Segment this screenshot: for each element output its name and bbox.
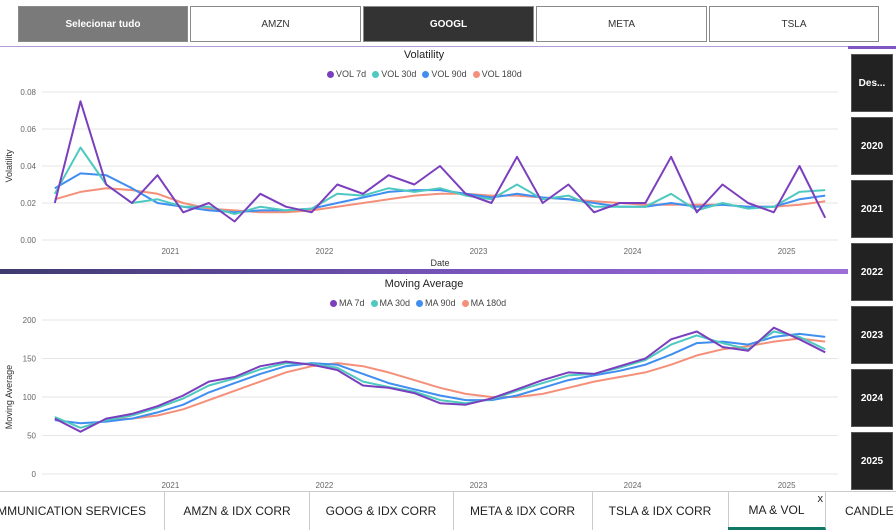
year-slicer: Des... 2020 2021 2022 2023 2024 2025 xyxy=(848,46,896,492)
legend-vol-7d-label: VOL 7d xyxy=(336,69,367,79)
legend-vol-90d-label: VOL 90d xyxy=(431,69,467,79)
legend-ma-7d-label: MA 7d xyxy=(339,298,365,308)
moving-average-xtick-label: 2024 xyxy=(624,481,642,490)
legend-vol-30d: VOL 30d xyxy=(372,69,416,79)
tab-amzn-idx-corr[interactable]: AMZN & IDX CORR xyxy=(165,492,310,530)
volatility-ytick-label: 0.02 xyxy=(20,199,36,208)
legend-ma-180d: MA 180d xyxy=(461,298,507,308)
volatility-xtick-label: 2024 xyxy=(624,247,642,256)
legend-ma-30d-label: MA 30d xyxy=(379,298,411,308)
tab-ma-vol-label: MA & VOL xyxy=(748,502,805,517)
moving-average-xtick-label: 2025 xyxy=(778,481,796,490)
volatility-legend: VOL 7d VOL 30d VOL 90d VOL 180d xyxy=(327,69,522,79)
year-slicer-accent xyxy=(848,46,896,49)
volatility-ytick-label: 0.06 xyxy=(20,125,36,134)
ticker-slicer: Selecionar tudo AMZN GOOGL META TSLA xyxy=(18,6,879,42)
year-button-2023[interactable]: 2023 xyxy=(851,306,893,364)
volatility-title: Volatility xyxy=(403,49,445,61)
slicer-item-meta[interactable]: META xyxy=(536,6,707,42)
slicer-item-googl[interactable]: GOOGL xyxy=(363,6,534,42)
volatility-ylabel: Volatility xyxy=(4,149,14,183)
moving-average-series-ma-30d xyxy=(54,330,826,429)
volatility-ytick-label: 0.00 xyxy=(20,236,36,245)
moving-average-ytick-label: 50 xyxy=(27,432,36,441)
moving-average-series-ma-7d xyxy=(54,326,826,433)
volatility-xlabel: Date xyxy=(430,258,449,268)
tab-close-icon[interactable]: x xyxy=(817,493,824,505)
volatility-series-vol-180d xyxy=(54,187,826,214)
volatility-xtick-label: 2021 xyxy=(161,247,179,256)
slicer-item-tsla[interactable]: TSLA xyxy=(709,6,879,42)
moving-average-xtick-label: 2023 xyxy=(470,481,488,490)
volatility-ytick-label: 0.04 xyxy=(20,162,36,171)
year-button-2022[interactable]: 2022 xyxy=(851,243,893,301)
legend-vol-90d: VOL 90d xyxy=(422,69,467,79)
year-button-all[interactable]: Des... xyxy=(851,54,893,112)
moving-average-series-ma-90d xyxy=(54,332,826,425)
section-divider xyxy=(0,269,848,274)
volatility-xtick-label: 2025 xyxy=(778,247,796,256)
moving-average-title: Moving Average xyxy=(384,278,464,290)
moving-average-ytick-label: 0 xyxy=(32,470,37,479)
legend-ma-30d: MA 30d xyxy=(370,298,411,308)
legend-vol-180d-label: VOL 180d xyxy=(481,69,522,79)
tab-ma-vol[interactable]: MA & VOL x xyxy=(728,492,826,530)
year-button-2024[interactable]: 2024 xyxy=(851,369,893,427)
slicer-item-amzn[interactable]: AMZN xyxy=(190,6,361,42)
page-tabs: COMMUNICATION SERVICES AMZN & IDX CORR G… xyxy=(0,491,896,531)
year-button-2021[interactable]: 2021 xyxy=(851,180,893,238)
year-button-2020[interactable]: 2020 xyxy=(851,117,893,175)
legend-ma-90d-label: MA 90d xyxy=(425,298,456,308)
moving-average-ylabel: Moving Average xyxy=(4,365,14,429)
moving-average-legend: MA 7d MA 30d MA 90d MA 180d xyxy=(330,298,506,308)
moving-average-ytick-label: 150 xyxy=(23,355,37,364)
moving-average-xtick-label: 2022 xyxy=(316,481,334,490)
slicer-select-all[interactable]: Selecionar tudo xyxy=(18,6,188,42)
top-divider xyxy=(0,46,848,47)
volatility-xtick-label: 2023 xyxy=(470,247,488,256)
tab-communication-services[interactable]: COMMUNICATION SERVICES xyxy=(0,492,165,530)
volatility-series-vol-7d xyxy=(53,100,827,223)
tab-candle[interactable]: CANDLE A xyxy=(845,504,896,518)
legend-vol-30d-label: VOL 30d xyxy=(381,69,417,79)
moving-average-ytick-label: 200 xyxy=(23,316,37,325)
legend-vol-180d: VOL 180d xyxy=(472,69,522,79)
moving-average-ytick-label: 100 xyxy=(23,393,37,402)
moving-average-chart: 0 50 100 150 200 2021 2022 2023 2024 2025 Moving A… xyxy=(4,316,838,490)
year-button-2025[interactable]: 2025 xyxy=(851,432,893,490)
volatility-chart: 0.00 0.02 0.04 0.06 0.08 2021 2022 2023 2024 2025… xyxy=(4,88,838,268)
legend-ma-7d: MA 7d xyxy=(330,298,365,308)
tab-tsla-idx-corr[interactable]: TSLA & IDX CORR xyxy=(592,492,729,530)
moving-average-series-ma-180d xyxy=(106,337,826,421)
volatility-ytick-label: 0.08 xyxy=(20,88,36,97)
tab-goog-idx-corr[interactable]: GOOG & IDX CORR xyxy=(309,492,454,530)
legend-ma-180d-label: MA 180d xyxy=(470,298,507,308)
moving-average-xtick-label: 2021 xyxy=(161,481,179,490)
tab-meta-idx-corr[interactable]: META & IDX CORR xyxy=(453,492,593,530)
volatility-xtick-label: 2022 xyxy=(316,247,334,256)
legend-vol-7d: VOL 7d xyxy=(327,69,366,79)
legend-ma-90d: MA 90d xyxy=(416,298,456,308)
